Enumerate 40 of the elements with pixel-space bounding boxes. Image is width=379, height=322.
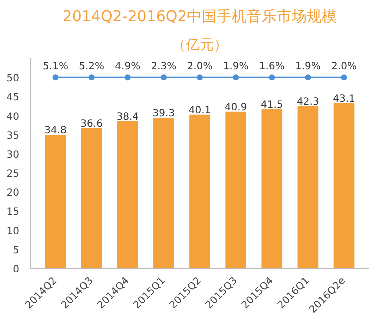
- y-tick-label: 15: [6, 207, 20, 218]
- y-tick-label: 20: [6, 188, 20, 200]
- y-tick-label: 10: [6, 226, 20, 238]
- y-tick-label: 0: [13, 264, 20, 276]
- data-label: 41.5: [260, 100, 284, 112]
- y-tick-label: 50: [6, 74, 20, 85]
- annotation: 4.9%: [115, 62, 141, 73]
- annotation: 2.0%: [332, 62, 357, 73]
- bar: [298, 106, 319, 268]
- bar: [81, 128, 102, 268]
- data-label: 43.1: [333, 94, 356, 105]
- chart-subtitle: （亿元）: [172, 38, 228, 54]
- y-tick-label: 25: [6, 169, 20, 180]
- bar: [45, 135, 66, 268]
- annotation: 1.9%: [223, 62, 249, 73]
- data-label: 40.1: [188, 105, 212, 116]
- data-label: 42.3: [297, 96, 320, 108]
- chart-title: 2014Q2-2016Q2中国手机音乐市场规模: [62, 8, 338, 26]
- bar: [117, 121, 138, 268]
- data-label: 39.3: [152, 108, 176, 120]
- annotation: 2.0%: [187, 62, 213, 73]
- bar: [190, 114, 210, 268]
- annotation: 1.6%: [259, 62, 285, 73]
- bar: [334, 103, 355, 268]
- y-tick-label: 45: [6, 92, 20, 104]
- y-tick-label: 35: [6, 130, 20, 142]
- annotation: 5.1%: [43, 62, 68, 73]
- data-label: 36.6: [80, 118, 103, 130]
- data-label: 34.8: [44, 126, 67, 137]
- bar: [226, 112, 246, 268]
- annotation: 5.2%: [79, 62, 105, 73]
- annotation: 2.3%: [151, 62, 177, 73]
- y-tick-label: 5: [13, 245, 20, 256]
- bar: [262, 110, 283, 268]
- bar: [154, 118, 174, 268]
- data-label: 40.9: [224, 102, 248, 114]
- y-tick-label: 30: [6, 150, 20, 161]
- annotation: 1.9%: [295, 62, 321, 73]
- y-tick-label: 40: [6, 112, 20, 123]
- data-label: 38.4: [116, 112, 140, 123]
